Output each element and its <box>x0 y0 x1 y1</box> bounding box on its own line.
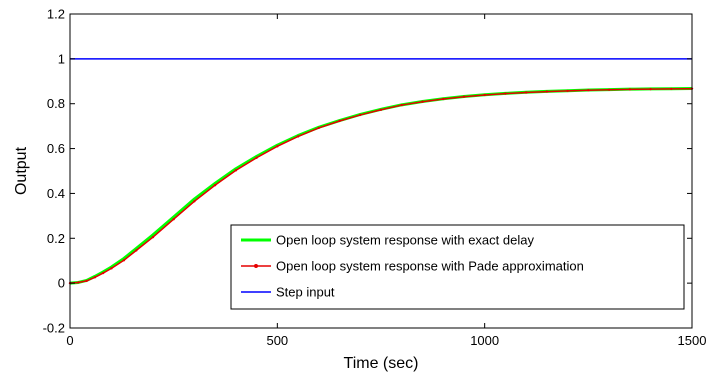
data-point <box>670 87 673 91</box>
data-point <box>213 183 217 187</box>
data-point <box>151 235 155 239</box>
y-tick-label: 1.2 <box>47 7 65 22</box>
y-tick-label: 0.2 <box>47 231 65 246</box>
data-point <box>607 88 611 92</box>
y-tick-label: 0.6 <box>47 141 65 156</box>
data-point <box>545 90 549 93</box>
data-point <box>296 135 300 138</box>
data-point <box>483 93 486 97</box>
x-axis-label: Time (sec) <box>344 355 419 372</box>
data-point <box>317 126 320 130</box>
legend: Open loop system response with exact del… <box>230 224 685 310</box>
y-tick-label: -0.2 <box>43 321 65 336</box>
data-point <box>193 200 196 203</box>
plot-frame <box>69 13 693 329</box>
data-point <box>77 281 80 284</box>
data-point <box>421 100 424 103</box>
legend-entries: Open loop system response with exact del… <box>241 233 584 300</box>
y-tick-label: 1 <box>58 51 65 66</box>
data-point <box>628 88 631 91</box>
y-tick-label: 0.8 <box>47 96 65 111</box>
data-point <box>172 218 175 221</box>
x-tick-label: 1500 <box>678 333 707 348</box>
data-point <box>122 259 126 262</box>
data-point <box>110 267 113 270</box>
data-point <box>135 249 138 252</box>
legend-box <box>230 224 685 310</box>
data-point <box>442 97 445 101</box>
data-point <box>462 95 466 98</box>
y-axis-label: Output <box>13 146 30 195</box>
legend-entry-label: Open loop system response with exact del… <box>276 233 534 248</box>
data-point <box>649 87 652 91</box>
data-point <box>379 108 383 111</box>
data-point <box>85 279 88 283</box>
data-point <box>93 276 97 279</box>
y-tick-label: 0 <box>58 276 65 291</box>
data-point <box>359 113 362 117</box>
y-axis: -0.2 0 0.2 0.4 0.6 0.8 1 1.2 <box>43 7 692 336</box>
data-point <box>338 119 341 123</box>
data-point <box>234 169 238 172</box>
legend-entry-label: Open loop system response with Pade appr… <box>276 259 584 274</box>
data-point <box>255 156 258 159</box>
legend-marker <box>254 264 258 268</box>
series-layer <box>68 58 694 285</box>
x-tick-label: 500 <box>266 333 288 348</box>
data-point <box>587 89 590 92</box>
data-point <box>524 91 528 94</box>
data-point <box>566 89 569 93</box>
x-tick-label: 0 <box>66 333 73 348</box>
data-point <box>276 145 279 148</box>
y-tick-label: 0.4 <box>47 186 65 201</box>
x-tick-label: 1000 <box>470 333 499 348</box>
data-point <box>400 103 403 107</box>
data-point <box>504 92 507 95</box>
legend-entry-label: Step input <box>276 285 335 300</box>
data-point <box>101 271 105 275</box>
x-axis: 0 500 1000 1500 <box>66 14 706 348</box>
